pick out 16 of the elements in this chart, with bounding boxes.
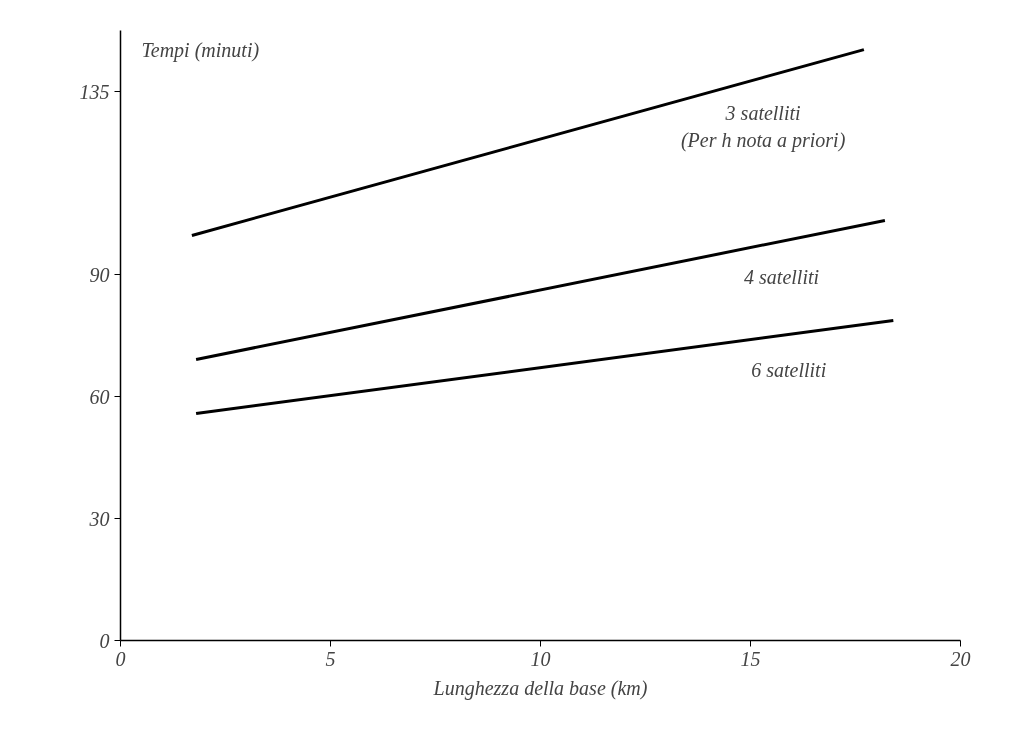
x-tick-label: 10 — [530, 647, 551, 670]
x-tick-label: 20 — [950, 647, 971, 670]
y-axis-title: Tempi (minuti) — [141, 38, 260, 62]
x-tick-label: 0 — [115, 647, 126, 670]
series-label: 4 satelliti — [744, 266, 820, 289]
x-tick-label: 15 — [740, 647, 761, 670]
x-tick-label: 5 — [325, 647, 336, 670]
y-tick-label: 0 — [99, 629, 110, 652]
series-label: 3 satelliti — [724, 102, 801, 125]
y-tick-label: 135 — [79, 80, 110, 103]
x-axis-title: Lunghezza della base (km) — [432, 676, 648, 700]
y-tick-label: 60 — [89, 385, 110, 408]
annotation: (Per h nota a priori) — [680, 129, 846, 153]
y-tick-label: 90 — [89, 263, 110, 286]
series-label: 6 satelliti — [751, 359, 827, 382]
y-tick-label: 30 — [88, 507, 110, 530]
